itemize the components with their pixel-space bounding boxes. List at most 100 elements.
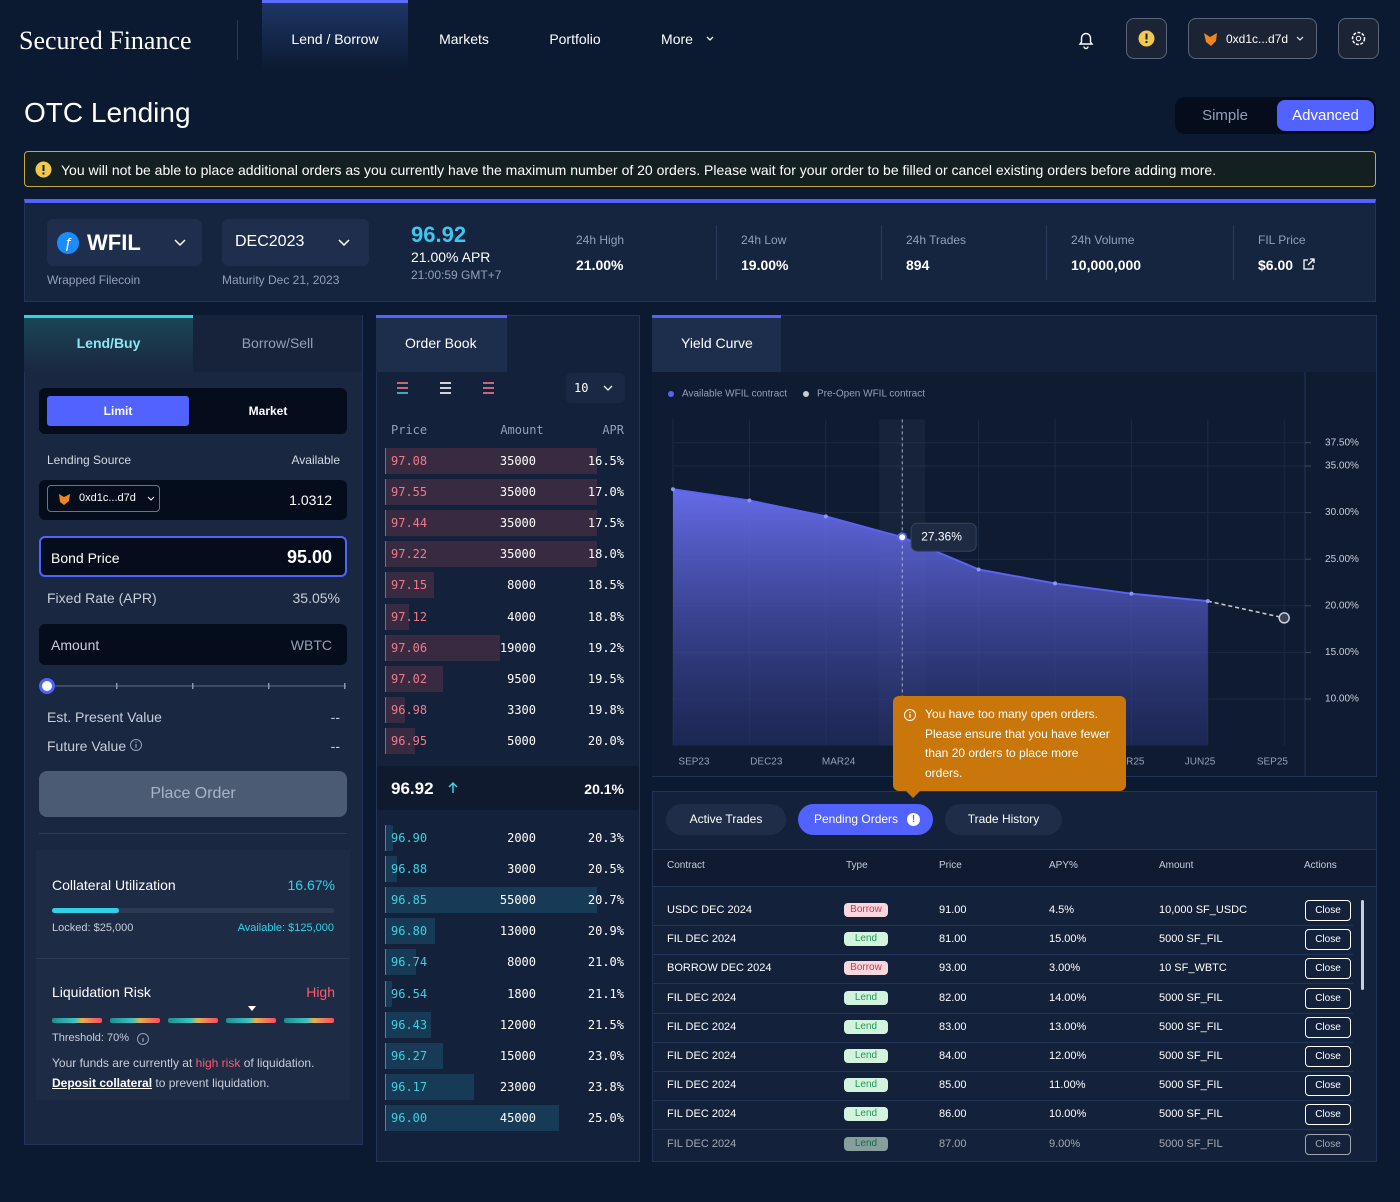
scrollbar[interactable] [1361, 900, 1364, 990]
point [671, 487, 675, 492]
legend-label: Available WFIL contract [682, 389, 787, 400]
amount: 3000 [507, 862, 536, 877]
tab-lend[interactable]: Lend/Buy [76, 335, 141, 351]
close-button[interactable]: Close [1305, 900, 1351, 921]
tab-active [652, 315, 781, 372]
close-button[interactable]: Close [1305, 929, 1351, 951]
info-icon [137, 1033, 149, 1045]
amount-input[interactable]: Amount WBTC [39, 624, 347, 665]
col-amount: Amount [500, 423, 544, 437]
y-tick-label: 30.00% [1325, 507, 1359, 518]
x-tick-label: MAR25 [1111, 757, 1145, 768]
nav-link[interactable]: Portfolio [549, 31, 601, 47]
type-market[interactable]: Market [248, 404, 288, 418]
orders-tab[interactable]: Trade History [945, 804, 1062, 835]
price: 97.22 [391, 547, 428, 562]
close-button[interactable]: Close [1305, 958, 1351, 980]
type-limit[interactable]: Limit [47, 396, 189, 426]
nav-link[interactable]: More [661, 31, 693, 47]
price: 96.74 [391, 955, 428, 970]
depth: 10 [574, 381, 589, 395]
price: 97.15 [391, 578, 428, 593]
y-tick-label: 20.00% [1325, 600, 1359, 611]
amount: 9500 [507, 671, 536, 686]
type-badge: Lend [844, 990, 888, 1005]
token-symbol: WFIL [87, 230, 141, 255]
orders-tab[interactable]: Active Trades [666, 804, 786, 835]
source-wallet: 0xd1c...d7d [79, 492, 136, 504]
bell-icon[interactable] [1076, 29, 1096, 51]
nav-link[interactable]: Markets [439, 31, 489, 47]
available: Available: $125,000 [237, 922, 334, 934]
apr: 21.1% [587, 986, 624, 1001]
depth-select[interactable]: 10 [566, 373, 625, 403]
stat-label: 24h Trades [906, 233, 967, 247]
amount: 35000 [499, 454, 536, 468]
price: 96.90 [391, 831, 428, 845]
token-select[interactable]: ƒ WFIL [47, 219, 202, 266]
mode-advanced[interactable]: Advanced [1277, 100, 1374, 131]
close-button[interactable]: Close [1305, 1075, 1351, 1097]
close-button[interactable]: Close [1305, 1133, 1351, 1155]
cell: 91.00 [939, 904, 967, 916]
external-link-icon[interactable] [1302, 257, 1316, 271]
y-tick-label: 35.00% [1325, 461, 1359, 472]
close-button[interactable]: Close [1305, 987, 1351, 1009]
column-header: Amount [1159, 860, 1194, 871]
bond-price: 95.00 [286, 547, 332, 567]
nav-link[interactable]: Lend / Borrow [291, 31, 379, 47]
place-order-button[interactable]: Place Order [39, 771, 347, 817]
depth-bar [385, 479, 597, 506]
depth-bar [385, 603, 410, 630]
close-button[interactable]: Close [1305, 1046, 1351, 1067]
cell: 10.00% [1049, 1108, 1087, 1121]
utilization-track [52, 908, 334, 913]
side-line [385, 541, 386, 568]
depth-bar [385, 665, 443, 692]
cell: 10,000 SF_USDC [1159, 904, 1248, 916]
stat-value: $6.00 [1258, 257, 1294, 273]
order-book-title: Order Book [405, 335, 477, 351]
price: 96.88 [391, 862, 428, 877]
view-icons[interactable] [392, 378, 502, 398]
bond-price-input[interactable]: Bond Price 95.00 [39, 536, 347, 577]
price: 97.02 [391, 671, 428, 686]
cell: 12.00% [1049, 1050, 1087, 1062]
order-book [376, 315, 640, 1162]
orders-tab[interactable]: Pending Orders [798, 804, 933, 835]
apr: 23.0% [587, 1048, 624, 1063]
amount-unit: WBTC [290, 637, 332, 653]
mode-toggle: Simple Advanced [1175, 97, 1376, 134]
side-line [385, 696, 386, 723]
col-apr: APR [602, 423, 624, 437]
y-tick-label: 37.50% [1325, 437, 1359, 448]
maturity-select[interactable]: DEC2023 [222, 219, 369, 266]
message-text: Your funds are currently at [52, 1056, 193, 1070]
x-tick-label: DEC23 [750, 757, 783, 768]
risk-meter [52, 1006, 334, 1023]
type-badge: Lend [844, 1019, 888, 1034]
apr: 20.5% [587, 862, 624, 877]
balance: 1.0312 [289, 492, 332, 508]
cell: FIL DEC 2024 [667, 1137, 737, 1150]
alert-button[interactable] [1126, 18, 1167, 59]
source-select[interactable]: 0xd1c...d7d [47, 485, 160, 512]
settings-button[interactable] [1338, 18, 1379, 59]
amount: 8000 [507, 955, 536, 970]
deposit-link[interactable]: Deposit collateral [52, 1076, 153, 1090]
wallet-button[interactable]: 0xd1c...d7d [1188, 18, 1317, 59]
depth-bar [385, 887, 597, 914]
info-icon [130, 739, 142, 751]
tab-borrow[interactable]: Borrow/Sell [241, 335, 314, 351]
cell: FIL DEC 2024 [667, 991, 737, 1004]
brand[interactable]: Secured Finance [19, 26, 192, 55]
close-button[interactable]: Close [1305, 1104, 1351, 1126]
mode-simple[interactable]: Simple [1202, 107, 1248, 124]
table-header [653, 849, 1376, 887]
depth-bar [385, 1073, 474, 1100]
slider[interactable] [36, 675, 352, 697]
column-header: Actions [1304, 860, 1337, 871]
maturity-date: Maturity Dec 21, 2023 [222, 273, 340, 287]
close-button[interactable]: Close [1305, 1016, 1351, 1038]
amount: 19000 [499, 640, 536, 655]
